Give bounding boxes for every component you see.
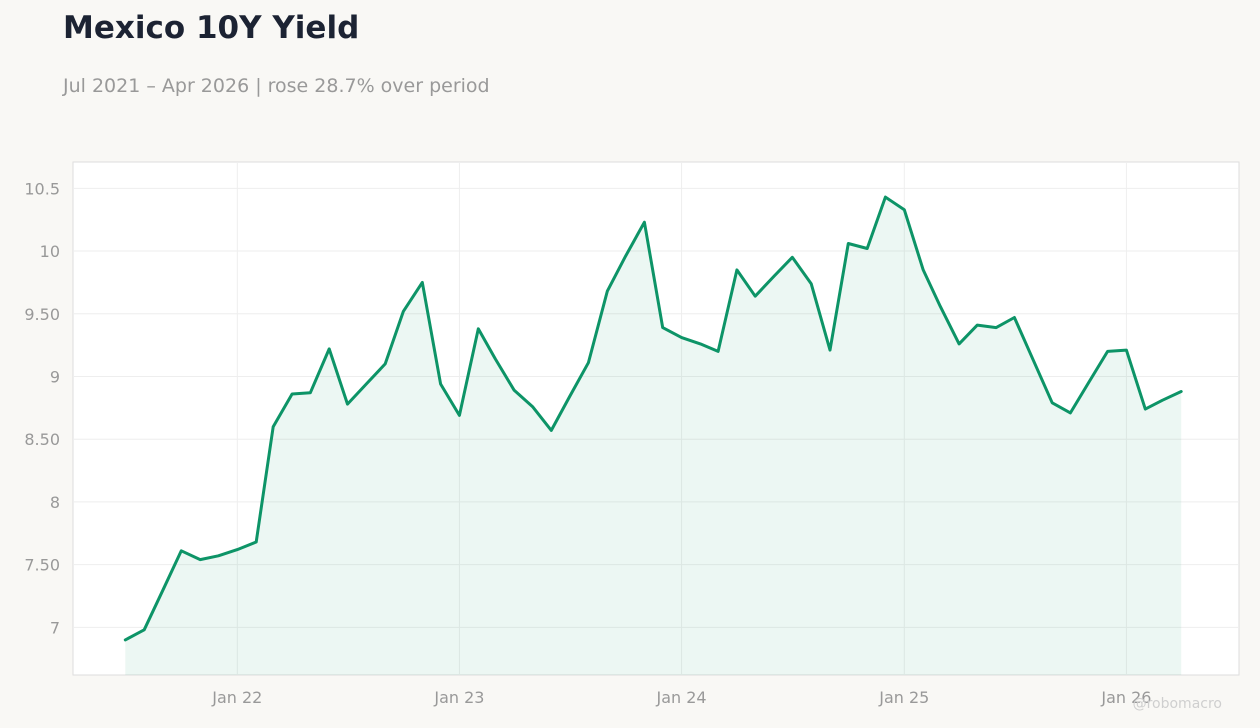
axis-layer: 7 7.50 8 8.50 9 9.50 10 10.5 Jan 22 Jan 23 Jan 24 J… bbox=[24, 179, 1151, 707]
data-point bbox=[643, 221, 646, 224]
data-point bbox=[217, 554, 220, 557]
data-point bbox=[1032, 359, 1035, 362]
y-tick-label: 8.50 bbox=[24, 430, 60, 449]
data-point bbox=[477, 327, 480, 330]
data-point bbox=[1013, 316, 1016, 319]
data-point bbox=[513, 389, 516, 392]
data-point bbox=[236, 548, 239, 551]
data-point bbox=[309, 391, 312, 394]
data-point bbox=[1069, 411, 1072, 414]
data-point bbox=[568, 395, 571, 398]
page-title: Mexico 10Y Yield bbox=[63, 10, 360, 46]
data-point bbox=[884, 196, 887, 199]
data-point bbox=[439, 383, 442, 386]
series-line bbox=[123, 195, 1183, 642]
data-point bbox=[939, 305, 942, 308]
data-point bbox=[1088, 380, 1091, 383]
data-point bbox=[717, 350, 720, 353]
data-point bbox=[124, 638, 127, 641]
data-point bbox=[699, 342, 702, 345]
y-tick-label: 9.50 bbox=[24, 305, 60, 324]
x-tick-label: Jan 22 bbox=[211, 688, 262, 707]
x-tick-label: Jan 26 bbox=[1100, 688, 1151, 707]
data-point bbox=[829, 349, 832, 352]
y-tick-label: 10 bbox=[40, 242, 60, 261]
data-point bbox=[624, 255, 627, 258]
series-layer bbox=[123, 195, 1183, 675]
data-point bbox=[458, 414, 461, 417]
data-point bbox=[328, 347, 331, 350]
data-point bbox=[531, 405, 534, 408]
data-point bbox=[606, 290, 609, 293]
data-point bbox=[1125, 349, 1128, 352]
data-point bbox=[754, 295, 757, 298]
data-point bbox=[866, 247, 869, 250]
data-point bbox=[494, 357, 497, 360]
data-point bbox=[143, 628, 146, 631]
data-point bbox=[550, 429, 553, 432]
data-point bbox=[847, 242, 850, 245]
data-point bbox=[365, 383, 368, 386]
data-point bbox=[735, 268, 738, 271]
data-point bbox=[199, 558, 202, 561]
x-tick-label: Jan 23 bbox=[433, 688, 484, 707]
data-point bbox=[291, 393, 294, 396]
data-point bbox=[162, 588, 165, 591]
data-point bbox=[421, 281, 424, 284]
data-point bbox=[1180, 390, 1183, 393]
data-point bbox=[958, 342, 961, 345]
y-tick-label: 7.50 bbox=[24, 556, 60, 575]
data-point bbox=[346, 403, 349, 406]
data-point bbox=[922, 268, 925, 271]
data-point bbox=[1051, 401, 1054, 404]
y-tick-label: 10.5 bbox=[24, 179, 60, 198]
x-tick-label: Jan 24 bbox=[656, 688, 707, 707]
data-point bbox=[791, 256, 794, 259]
y-tick-label: 9 bbox=[50, 367, 60, 386]
data-point bbox=[272, 425, 275, 428]
watermark: @robomacro bbox=[1132, 696, 1222, 712]
y-tick-label: 8 bbox=[50, 493, 60, 512]
page-subtitle: Jul 2021 – Apr 2026 | rose 28.7% over pe… bbox=[63, 75, 490, 97]
data-point bbox=[180, 549, 183, 552]
data-point bbox=[995, 326, 998, 329]
data-point bbox=[661, 326, 664, 329]
plot-area bbox=[72, 161, 1240, 676]
data-point bbox=[773, 275, 776, 278]
data-point bbox=[680, 336, 683, 339]
data-point bbox=[1161, 399, 1164, 402]
data-point bbox=[976, 324, 979, 327]
y-tick-label: 7 bbox=[50, 618, 60, 637]
data-point bbox=[255, 541, 258, 544]
grid-layer bbox=[73, 162, 1239, 675]
x-tick-label: Jan 25 bbox=[878, 688, 929, 707]
data-point bbox=[810, 282, 813, 285]
data-point bbox=[1106, 350, 1109, 353]
data-point bbox=[384, 362, 387, 365]
data-point bbox=[1144, 408, 1147, 411]
data-point bbox=[903, 208, 906, 211]
data-point bbox=[587, 361, 590, 364]
data-point bbox=[402, 310, 405, 313]
series-area bbox=[125, 197, 1182, 675]
